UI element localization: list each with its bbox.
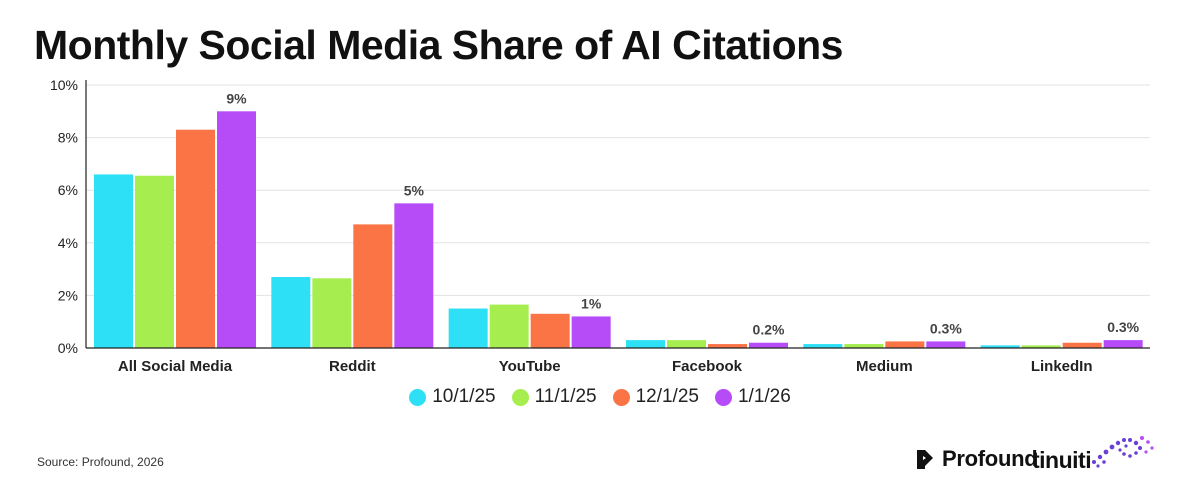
bar: [926, 341, 966, 348]
y-tick-label: 4%: [58, 235, 78, 251]
chart-title: Monthly Social Media Share of AI Citatio…: [34, 22, 843, 68]
legend: 10/1/25 11/1/25 12/1/25 1/1/26: [0, 386, 1200, 408]
legend-item: 10/1/25: [409, 386, 496, 408]
x-tick-label: YouTube: [499, 358, 561, 375]
x-tick-label: Reddit: [329, 358, 376, 375]
legend-label: 1/1/26: [737, 386, 791, 407]
data-label: 9%: [226, 90, 247, 106]
bar: [980, 345, 1020, 348]
bar: [489, 304, 529, 348]
tinuiti-logo: tinuiti: [1032, 432, 1162, 477]
legend-item: 1/1/26: [714, 386, 791, 408]
bar: [448, 308, 488, 348]
bar: [94, 174, 133, 348]
y-tick-label: 8%: [58, 130, 78, 146]
bar-chart: 0% 2% 4% 6% 8% 10% 9% All Social Media 5% Reddit 1…: [50, 77, 1150, 375]
bar: [394, 203, 434, 348]
bar: [1103, 340, 1143, 348]
bar: [530, 313, 570, 348]
x-tick-label: Facebook: [672, 358, 743, 375]
legend-item: 11/1/25: [511, 386, 597, 408]
x-tick-label: All Social Media: [118, 358, 233, 375]
bar: [1062, 342, 1102, 348]
bar: [135, 175, 174, 348]
data-label: 1%: [581, 295, 602, 311]
y-tick-label: 10%: [50, 77, 78, 93]
bar: [708, 344, 747, 348]
data-label: 0.3%: [1107, 319, 1139, 335]
bar: [176, 129, 215, 348]
bar: [271, 276, 311, 348]
bar: [312, 278, 352, 348]
bar: [571, 316, 611, 348]
legend-swatch: [612, 388, 630, 406]
legend-label: 12/1/25: [635, 386, 699, 407]
bar: [803, 344, 843, 348]
bar: [667, 340, 706, 348]
profound-logo: Profound: [914, 446, 1038, 472]
legend-label: 10/1/25: [432, 386, 496, 407]
bar: [353, 224, 393, 348]
y-tick-label: 6%: [58, 182, 78, 198]
data-label: 0.3%: [930, 320, 962, 336]
legend-swatch: [511, 388, 529, 406]
bar: [749, 342, 788, 348]
bar: [217, 111, 256, 348]
profound-logo-icon: [917, 450, 933, 469]
legend-swatch: [714, 388, 732, 406]
tinuiti-dots-icon: [1092, 436, 1154, 468]
y-tick-label: 2%: [58, 287, 78, 303]
legend-swatch: [409, 388, 427, 406]
x-tick-label: Medium: [856, 358, 913, 375]
legend-item: 12/1/25: [612, 386, 699, 408]
bar: [885, 341, 925, 348]
bar: [626, 340, 665, 348]
source-note: Source: Profound, 2026: [37, 455, 164, 469]
tinuiti-logo-text: tinuiti: [1032, 447, 1092, 473]
bar: [844, 344, 884, 348]
data-label: 0.2%: [753, 322, 785, 338]
x-tick-label: LinkedIn: [1031, 358, 1093, 375]
y-tick-label: 0%: [58, 340, 78, 356]
legend-label: 11/1/25: [534, 386, 597, 407]
data-label: 5%: [404, 182, 425, 198]
bar: [1021, 345, 1061, 348]
profound-logo-text: Profound: [942, 446, 1038, 471]
